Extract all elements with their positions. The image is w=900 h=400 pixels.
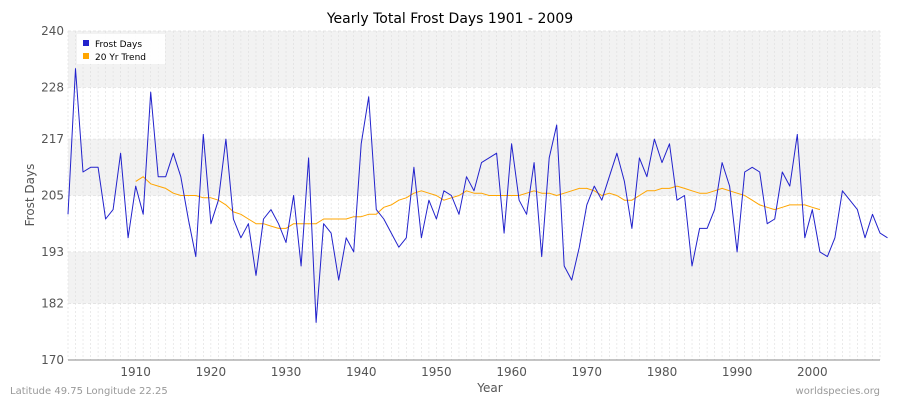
y-tick-label: 228	[41, 80, 64, 94]
legend: Frost Days 20 Yr Trend	[77, 34, 165, 64]
footer-source: worldspecies.org	[796, 386, 880, 397]
y-tick-label: 217	[41, 132, 64, 146]
legend-label-frost-days: Frost Days	[95, 40, 142, 50]
x-tick-label: 1970	[572, 365, 603, 379]
x-tick-label: 2000	[797, 365, 828, 379]
x-tick-label: 1980	[647, 365, 678, 379]
x-tick-label: 1910	[120, 365, 151, 379]
x-tick-label: 1950	[421, 365, 452, 379]
legend-label-trend: 20 Yr Trend	[95, 53, 146, 63]
x-axis-ticks: 1910 1920 1930 1940 1950 1960 1970 1980 1990 2000	[120, 365, 827, 379]
y-tick-label: 240	[41, 24, 64, 38]
x-axis-label: Year	[476, 381, 502, 395]
y-axis-ticks: 170 182 193 205 217 228 240	[41, 24, 64, 367]
y-tick-label: 205	[41, 189, 64, 203]
y-tick-label: 170	[41, 353, 64, 367]
footer-coordinates: Latitude 49.75 Longitude 22.25	[10, 386, 168, 397]
y-tick-label: 182	[41, 297, 64, 311]
legend-swatch-trend	[83, 53, 89, 59]
x-tick-label: 1940	[346, 365, 377, 379]
x-tick-label: 1920	[196, 365, 227, 379]
frost-days-line	[67, 68, 888, 323]
legend-swatch-frost-days	[83, 40, 89, 46]
y-axis-label: Frost Days	[23, 164, 37, 227]
x-tick-label: 1990	[722, 365, 753, 379]
chart-title: Yearly Total Frost Days 1901 - 2009	[326, 11, 573, 27]
x-tick-label: 1960	[496, 365, 527, 379]
legend-box	[77, 34, 165, 64]
trend-line	[135, 176, 821, 229]
x-tick-label: 1930	[271, 365, 302, 379]
series-layer	[67, 68, 888, 323]
y-tick-label: 193	[41, 245, 64, 259]
